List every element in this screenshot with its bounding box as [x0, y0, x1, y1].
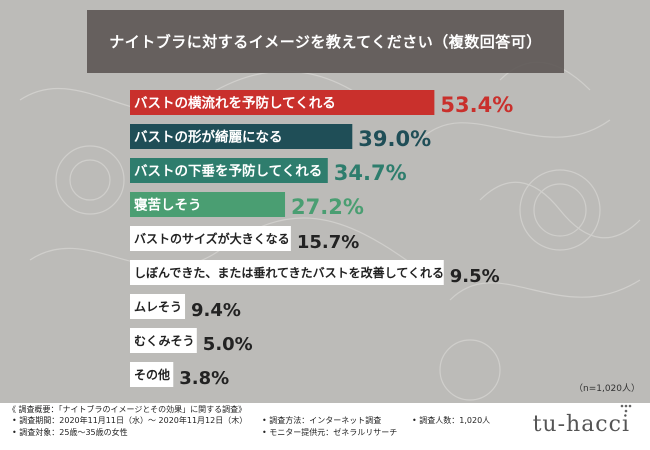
label-bg-7	[130, 294, 186, 319]
value-label-1: 53.4%	[440, 93, 513, 117]
category-label-7: ムレそう	[134, 300, 182, 314]
category-label-3: バストの下垂を予防してくれる	[134, 162, 322, 179]
bar-chart: バストの横流れを予防してくれる 53.4% バストの形が綺麗になる 39.0% バストの…	[130, 90, 513, 389]
category-label-8: むくみそう	[134, 334, 194, 348]
value-label-2: 39.0%	[358, 127, 431, 151]
value-label-4: 27.2%	[291, 195, 364, 219]
chart-title: ナイトブラに対するイメージを教えてください（複数回答可）	[87, 10, 564, 73]
bar-2	[130, 124, 353, 149]
footer-summary: 《 調査概要：「ナイトブラのイメージとその効果」に関する調査》	[8, 405, 247, 414]
logo-dots-icon	[620, 404, 632, 413]
category-label-6: しぼんできた、または垂れてきたバストを改善してくれる	[134, 265, 444, 280]
label-bg-5	[130, 226, 291, 251]
bar-1	[130, 90, 435, 115]
value-label-6: 9.5%	[450, 266, 500, 287]
category-label-2: バストの形が綺麗になる	[134, 128, 283, 145]
label-bg-8	[130, 328, 197, 353]
value-label-3: 34.7%	[334, 161, 407, 185]
value-label-9: 3.8%	[179, 368, 229, 389]
footer-period: • 調査期間：2020年11月11日（水）～ 2020年11月12日（木）	[12, 416, 248, 425]
category-label-4: 寝苦しそう	[134, 196, 202, 213]
category-label-9: その他	[134, 367, 170, 382]
category-label-1: バストの横流れを予防してくれる	[134, 94, 336, 111]
label-bg-9	[130, 362, 174, 387]
footer-target: • 調査対象：25歳～35歳の女性	[12, 428, 128, 437]
label-bg-6	[130, 260, 444, 285]
footer-count: • 調査人数：1,020人	[412, 416, 491, 425]
survey-footer	[0, 403, 650, 450]
footer-method: • 調査方法：インターネット調査	[262, 416, 382, 425]
brand-logo: tu-hacci	[532, 412, 630, 437]
category-label-5: バストのサイズが大きくなる	[134, 231, 290, 246]
bar-3	[130, 158, 328, 183]
bar-4	[130, 192, 286, 217]
value-label-5: 15.7%	[297, 232, 359, 253]
value-label-8: 5.0%	[203, 334, 253, 355]
sample-size-note: （n=1,020人）	[573, 384, 640, 394]
footer-provider: • モニター提供元：ゼネラルリサーチ	[262, 428, 398, 437]
value-label-7: 9.4%	[191, 300, 241, 321]
